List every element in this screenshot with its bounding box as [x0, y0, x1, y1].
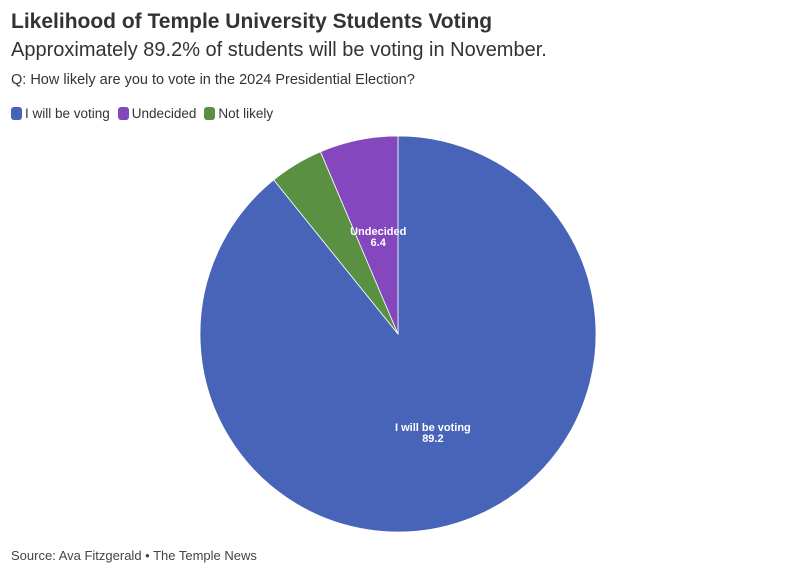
pie-slice-undecided[interactable]	[319, 135, 399, 335]
survey-question: Q: How likely are you to vote in the 202…	[11, 72, 415, 88]
legend-item-not-likely[interactable]: Not likely	[204, 106, 273, 121]
slice-label-undecided: Undecided	[350, 226, 406, 238]
chart-title: Likelihood of Temple University Students…	[11, 10, 493, 33]
chart-subtitle: Approximately 89.2% of students will be …	[11, 39, 547, 61]
legend-item-undecided[interactable]: Undecided	[117, 106, 197, 121]
legend-swatch-not-likely	[204, 107, 216, 120]
legend-label-undecided: Undecided	[131, 106, 197, 121]
legend-item-voting[interactable]: I will be voting	[11, 106, 110, 121]
legend-swatch-voting	[11, 107, 22, 120]
slice-label-i-will-be-voting: I will be voting	[395, 422, 471, 434]
slice-value-i-will-be-voting: 89.2	[422, 433, 443, 445]
source-credit: Source: Ava Fitzgerald • The Temple News	[11, 548, 257, 563]
legend-label-voting: I will be voting	[25, 106, 110, 121]
legend-label-not-likely: Not likely	[218, 106, 274, 121]
pie-slices	[199, 135, 597, 533]
legend: I will be voting Undecided Not likely	[11, 106, 281, 121]
slice-value-undecided: 6.4	[371, 237, 387, 249]
legend-swatch-undecided	[117, 107, 129, 120]
